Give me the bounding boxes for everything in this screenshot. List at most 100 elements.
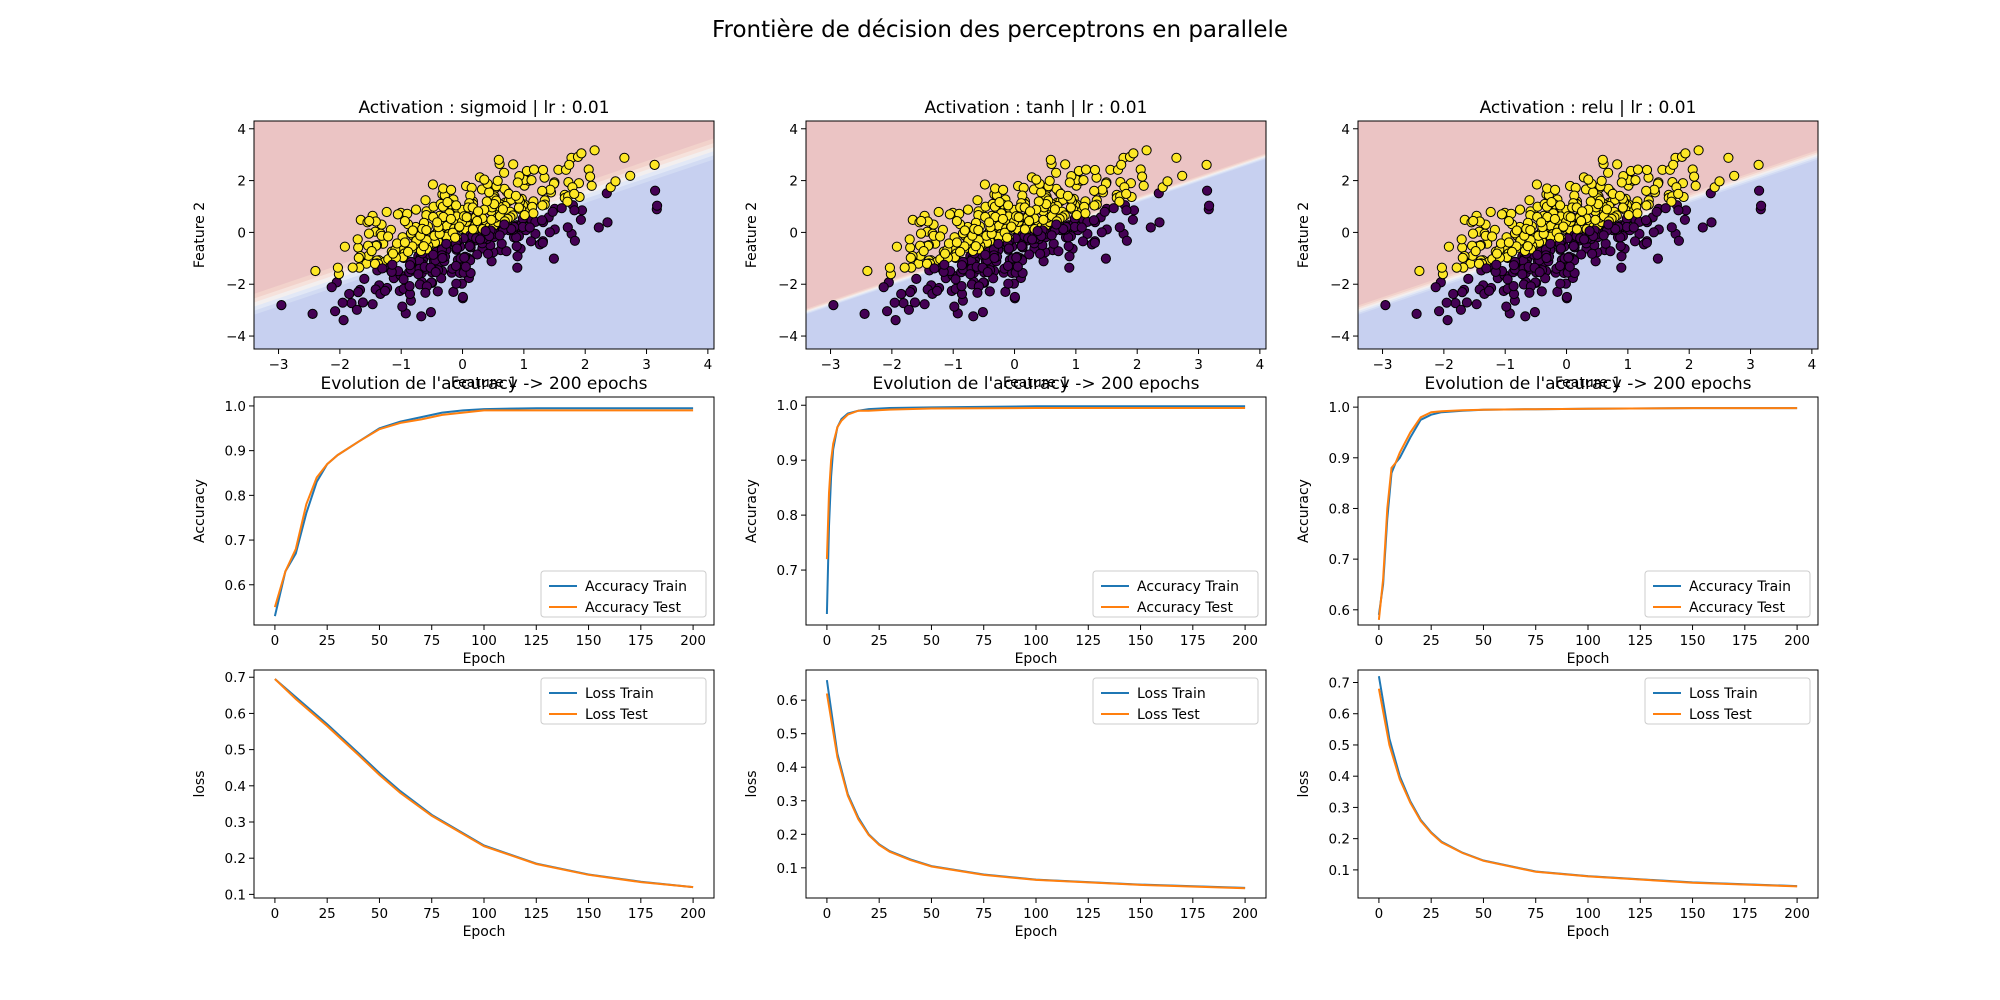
point-class1 bbox=[1002, 232, 1013, 243]
point-class0 bbox=[1145, 222, 1156, 233]
point-class1 bbox=[1062, 190, 1074, 201]
point-class0 bbox=[377, 263, 388, 274]
point-class1 bbox=[1443, 241, 1455, 252]
point-class1 bbox=[1503, 237, 1515, 248]
point-class0 bbox=[460, 261, 471, 272]
y-tick-label: 0.3 bbox=[777, 794, 798, 810]
x-tick-label: 1 bbox=[1624, 357, 1633, 373]
point-class0 bbox=[1457, 287, 1468, 298]
point-class1 bbox=[484, 187, 495, 198]
point-class1 bbox=[1714, 176, 1725, 187]
point-class0 bbox=[965, 269, 976, 280]
point-class1 bbox=[1632, 208, 1643, 219]
y-tick-label: 0.7 bbox=[1329, 552, 1350, 568]
point-class0 bbox=[1121, 235, 1133, 246]
x-tick-label: 0 bbox=[1562, 357, 1571, 373]
point-class1 bbox=[363, 228, 375, 239]
point-class0 bbox=[1754, 185, 1765, 196]
point-class1 bbox=[1616, 177, 1627, 188]
point-class0 bbox=[1502, 274, 1513, 285]
point-class1 bbox=[916, 215, 927, 227]
panel-title: Activation : relu | lr : 0.01 bbox=[1480, 98, 1697, 118]
point-class1 bbox=[1116, 159, 1127, 170]
legend-box bbox=[540, 570, 707, 618]
point-class1 bbox=[1080, 208, 1091, 219]
x-tick-label: 0 bbox=[271, 906, 280, 922]
x-tick-label: 0 bbox=[458, 357, 467, 373]
point-class1 bbox=[528, 164, 540, 175]
point-class0 bbox=[1640, 215, 1652, 226]
point-class0 bbox=[939, 259, 950, 270]
point-class1 bbox=[959, 225, 970, 236]
point-class1 bbox=[399, 216, 410, 227]
y-axis-label: loss bbox=[1296, 770, 1312, 797]
point-class1 bbox=[862, 265, 873, 277]
point-class1 bbox=[1531, 179, 1543, 190]
point-class1 bbox=[1576, 215, 1587, 227]
point-class0 bbox=[1564, 261, 1575, 272]
x-tick-label: 4 bbox=[704, 357, 713, 373]
x-tick-label: 75 bbox=[423, 906, 440, 922]
x-axis-label: Feature 1 bbox=[1003, 375, 1069, 391]
panel-decision-tanh: −3 −2 −1 0 1 2 3 4 −4 −2 0 2 4 Feature 1 Feature 2 Acti… bbox=[744, 98, 1267, 391]
point-class0 bbox=[1064, 262, 1075, 273]
point-class1 bbox=[625, 170, 636, 181]
point-class0 bbox=[1481, 263, 1492, 274]
point-class1 bbox=[1549, 213, 1561, 225]
plot-area bbox=[273, 407, 694, 617]
x-tick-label: 25 bbox=[1423, 633, 1440, 649]
point-class1 bbox=[473, 206, 484, 217]
x-tick-label: 2 bbox=[1133, 357, 1142, 373]
plot-area bbox=[1377, 676, 1798, 888]
point-class1 bbox=[905, 242, 916, 253]
y-tick-label: 0.5 bbox=[777, 727, 798, 743]
point-class1 bbox=[1457, 252, 1468, 263]
point-class0 bbox=[993, 238, 1004, 249]
point-class1 bbox=[1496, 209, 1508, 220]
point-class0 bbox=[1517, 269, 1528, 280]
x-tick-label: 100 bbox=[471, 633, 497, 649]
plot-area bbox=[254, 121, 714, 349]
point-class1 bbox=[984, 217, 995, 228]
point-class0 bbox=[1127, 214, 1139, 225]
point-class0 bbox=[1532, 249, 1543, 260]
y-tick-label: 0.2 bbox=[225, 851, 246, 867]
panel-decision-relu: −3 −2 −1 0 1 2 3 4 −4 −2 0 2 4 Feature 1 Feature 2 Acti… bbox=[1296, 98, 1819, 391]
point-class0 bbox=[569, 235, 581, 246]
x-axis-label: Epoch bbox=[1015, 651, 1058, 667]
point-class0 bbox=[905, 287, 916, 298]
panel-title: Activation : tanh | lr : 0.01 bbox=[925, 98, 1148, 118]
x-tick-label: 2 bbox=[1685, 357, 1694, 373]
point-class1 bbox=[353, 242, 364, 253]
axes-frame bbox=[1357, 120, 1819, 350]
x-axis-label: Epoch bbox=[463, 651, 506, 667]
point-class1 bbox=[1025, 206, 1036, 217]
point-class1 bbox=[432, 217, 443, 228]
point-class1 bbox=[310, 265, 321, 277]
x-tick-label: 150 bbox=[1128, 906, 1154, 922]
point-class0 bbox=[1579, 234, 1590, 245]
point-class1 bbox=[972, 195, 983, 206]
y-tick-label: 0.6 bbox=[777, 693, 798, 709]
point-class0 bbox=[437, 252, 448, 264]
y-tick-label: 0.6 bbox=[1329, 707, 1350, 723]
point-class1 bbox=[510, 190, 522, 201]
point-class1 bbox=[899, 262, 910, 273]
x-tick-label: 175 bbox=[1180, 906, 1206, 922]
point-class1 bbox=[1162, 176, 1173, 187]
point-class0 bbox=[457, 291, 468, 303]
legend-label-1: Accuracy Test bbox=[1137, 600, 1233, 616]
point-class1 bbox=[1485, 206, 1496, 218]
x-tick-label: 25 bbox=[319, 906, 336, 922]
point-class0 bbox=[556, 203, 567, 214]
point-class0 bbox=[652, 200, 663, 211]
x-tick-label: 150 bbox=[1128, 633, 1154, 649]
point-class0 bbox=[441, 238, 452, 249]
point-class0 bbox=[1002, 260, 1014, 272]
y-axis-label: loss bbox=[744, 770, 760, 797]
point-class1 bbox=[998, 184, 1009, 195]
point-class0 bbox=[1605, 246, 1616, 257]
point-class1 bbox=[915, 228, 927, 239]
y-axis-label: Feature 2 bbox=[1296, 202, 1312, 268]
point-class1 bbox=[1036, 187, 1047, 198]
